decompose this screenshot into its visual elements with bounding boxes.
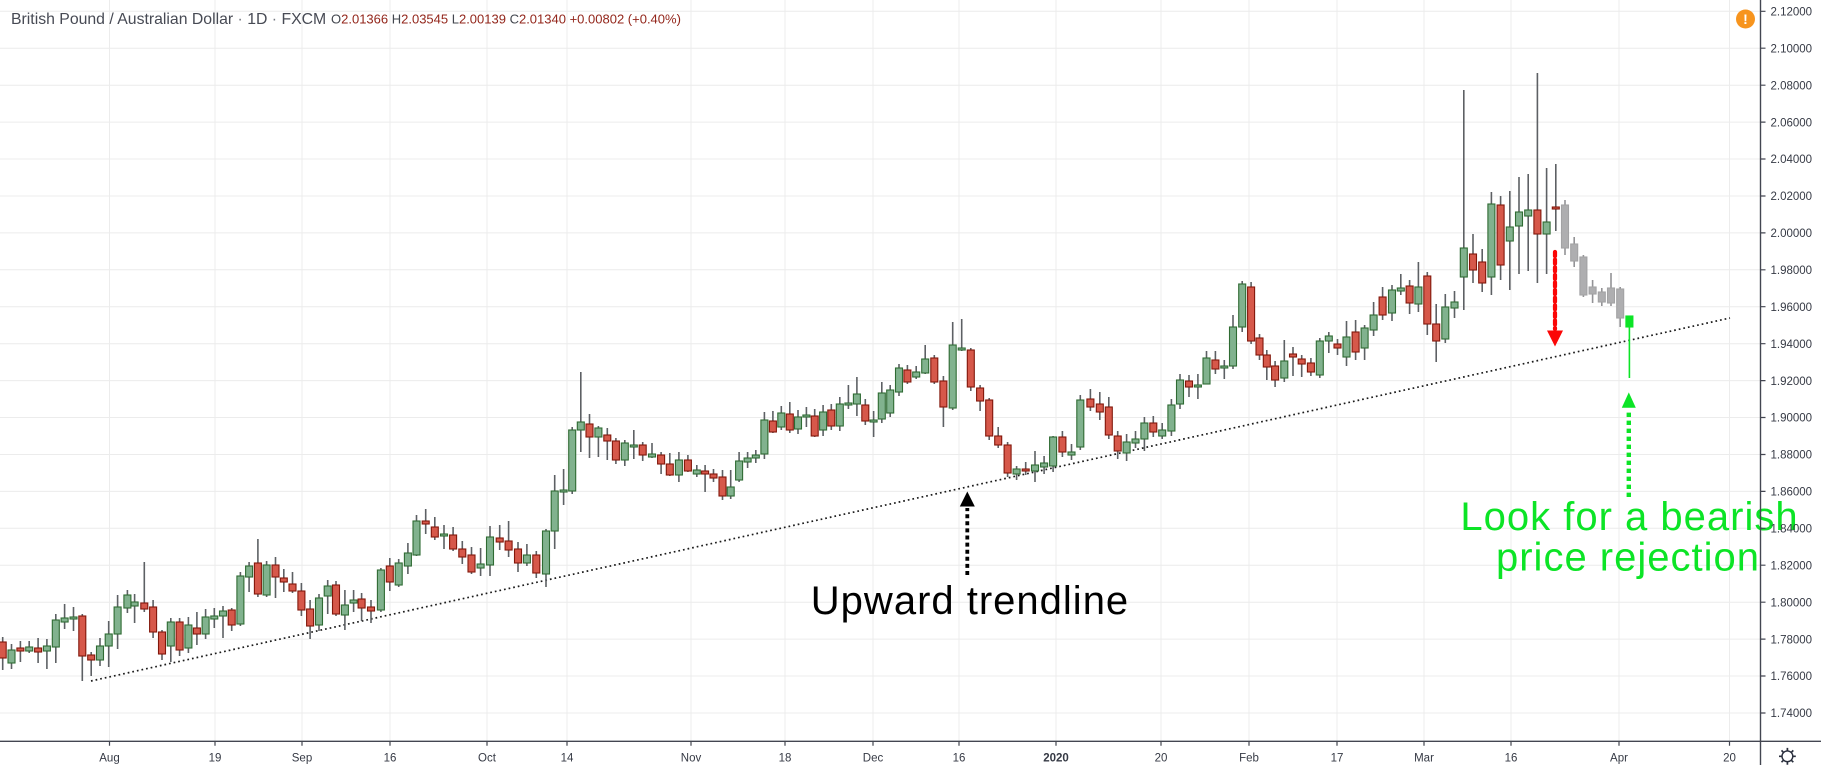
svg-text:20: 20 (1723, 753, 1736, 765)
svg-text:16: 16 (384, 753, 397, 765)
svg-text:2.02000: 2.02000 (1771, 191, 1813, 203)
svg-text:1.96000: 1.96000 (1771, 302, 1813, 314)
svg-text:1.94000: 1.94000 (1771, 339, 1813, 351)
svg-text:14: 14 (561, 753, 574, 765)
svg-text:!: ! (1743, 11, 1748, 27)
svg-text:1.88000: 1.88000 (1771, 450, 1813, 462)
svg-text:2.12000: 2.12000 (1771, 7, 1813, 19)
svg-text:2.04000: 2.04000 (1771, 154, 1813, 166)
svg-text:Nov: Nov (681, 753, 702, 765)
svg-text:Dec: Dec (863, 753, 884, 765)
svg-text:19: 19 (209, 753, 222, 765)
svg-text:1.74000: 1.74000 (1771, 708, 1813, 720)
svg-text:Mar: Mar (1414, 753, 1434, 765)
svg-text:1.76000: 1.76000 (1771, 671, 1813, 683)
svg-text:1.90000: 1.90000 (1771, 413, 1813, 425)
svg-text:Feb: Feb (1239, 753, 1259, 765)
svg-text:2020: 2020 (1043, 753, 1069, 765)
svg-text:1.86000: 1.86000 (1771, 487, 1813, 499)
svg-text:Upward trendline: Upward trendline (811, 579, 1129, 623)
svg-text:1.78000: 1.78000 (1771, 634, 1813, 646)
svg-text:1.92000: 1.92000 (1771, 376, 1813, 388)
svg-text:Look for a bearish: Look for a bearish (1460, 495, 1798, 539)
svg-text:price rejection: price rejection (1496, 536, 1760, 580)
svg-text:2.06000: 2.06000 (1771, 117, 1813, 129)
svg-text:1.84000: 1.84000 (1771, 524, 1813, 536)
svg-text:Sep: Sep (292, 753, 312, 765)
svg-text:O2.01366 H2.03545 L2.00139: O2.01366 H2.03545 L2.00139 C2.01340 +0.0… (331, 12, 681, 27)
svg-text:Aug: Aug (99, 753, 119, 765)
svg-text:20: 20 (1155, 753, 1168, 765)
svg-text:1.80000: 1.80000 (1771, 597, 1813, 609)
svg-text:1.98000: 1.98000 (1771, 265, 1813, 277)
svg-text:1.82000: 1.82000 (1771, 561, 1813, 573)
svg-text:18: 18 (779, 753, 792, 765)
svg-text:2.10000: 2.10000 (1771, 43, 1813, 55)
svg-text:Oct: Oct (478, 753, 497, 765)
svg-text:17: 17 (1331, 753, 1344, 765)
svg-text:Apr: Apr (1610, 753, 1628, 765)
svg-text:2.08000: 2.08000 (1771, 80, 1813, 92)
svg-text:British Pound / Australian Dol: British Pound / Australian Dollar · 1D ·… (11, 11, 326, 28)
svg-text:16: 16 (953, 753, 966, 765)
svg-text:2.00000: 2.00000 (1771, 228, 1813, 240)
svg-text:16: 16 (1505, 753, 1518, 765)
